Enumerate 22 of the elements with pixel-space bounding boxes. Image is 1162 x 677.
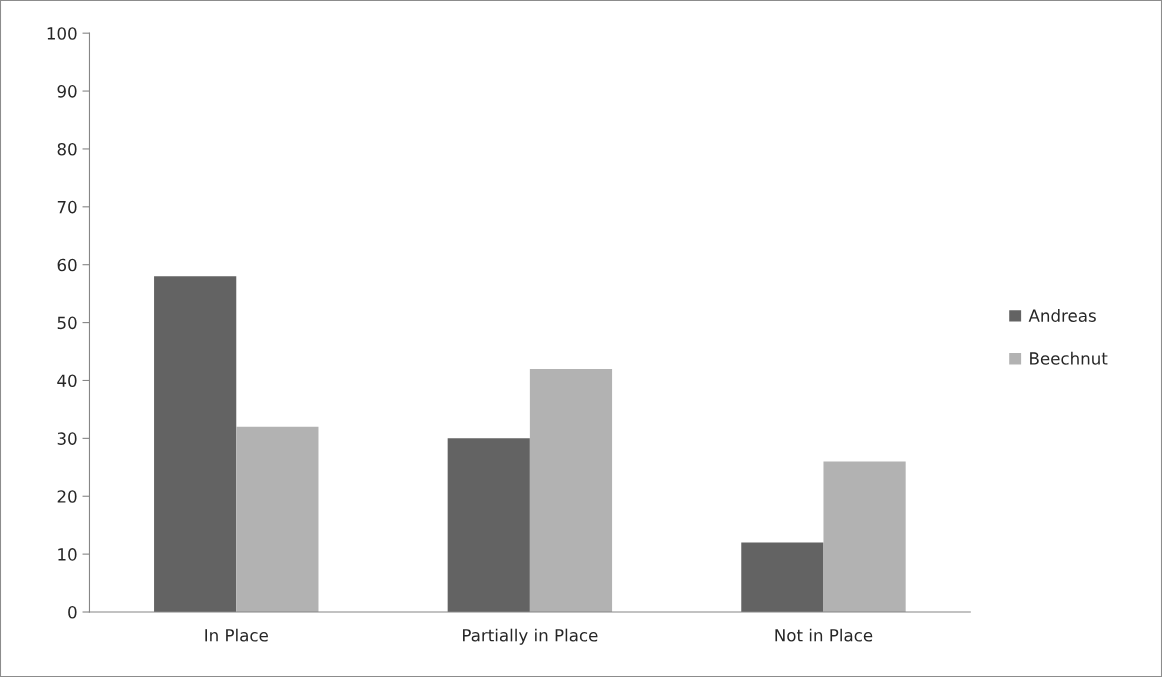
bar <box>823 461 906 613</box>
y-tick-label: 50 <box>57 316 77 330</box>
legend-label: Beechnut <box>1030 351 1108 365</box>
y-tick-label: 100 <box>47 27 77 40</box>
bar <box>236 426 319 613</box>
bar <box>529 368 613 613</box>
y-tick-label: 40 <box>57 374 77 388</box>
y-tick-label: 10 <box>58 548 77 561</box>
y-tick-label: 90 <box>57 85 77 98</box>
y-tick-label: 60 <box>57 258 77 272</box>
legend-label: Andreas <box>1028 309 1096 322</box>
bar <box>741 542 824 613</box>
x-tick-label: Not in Place <box>775 628 873 642</box>
bar <box>447 438 530 613</box>
y-tick-label: 30 <box>57 432 77 445</box>
y-tick-label: 0 <box>68 605 77 619</box>
y-tick-label: 70 <box>57 200 77 214</box>
x-tick-label: Partially in Place <box>463 628 598 645</box>
y-tick-label: 20 <box>57 490 77 503</box>
x-tick-label: In Place <box>205 628 268 642</box>
bar <box>154 276 237 613</box>
y-tick-label: 80 <box>57 142 77 156</box>
